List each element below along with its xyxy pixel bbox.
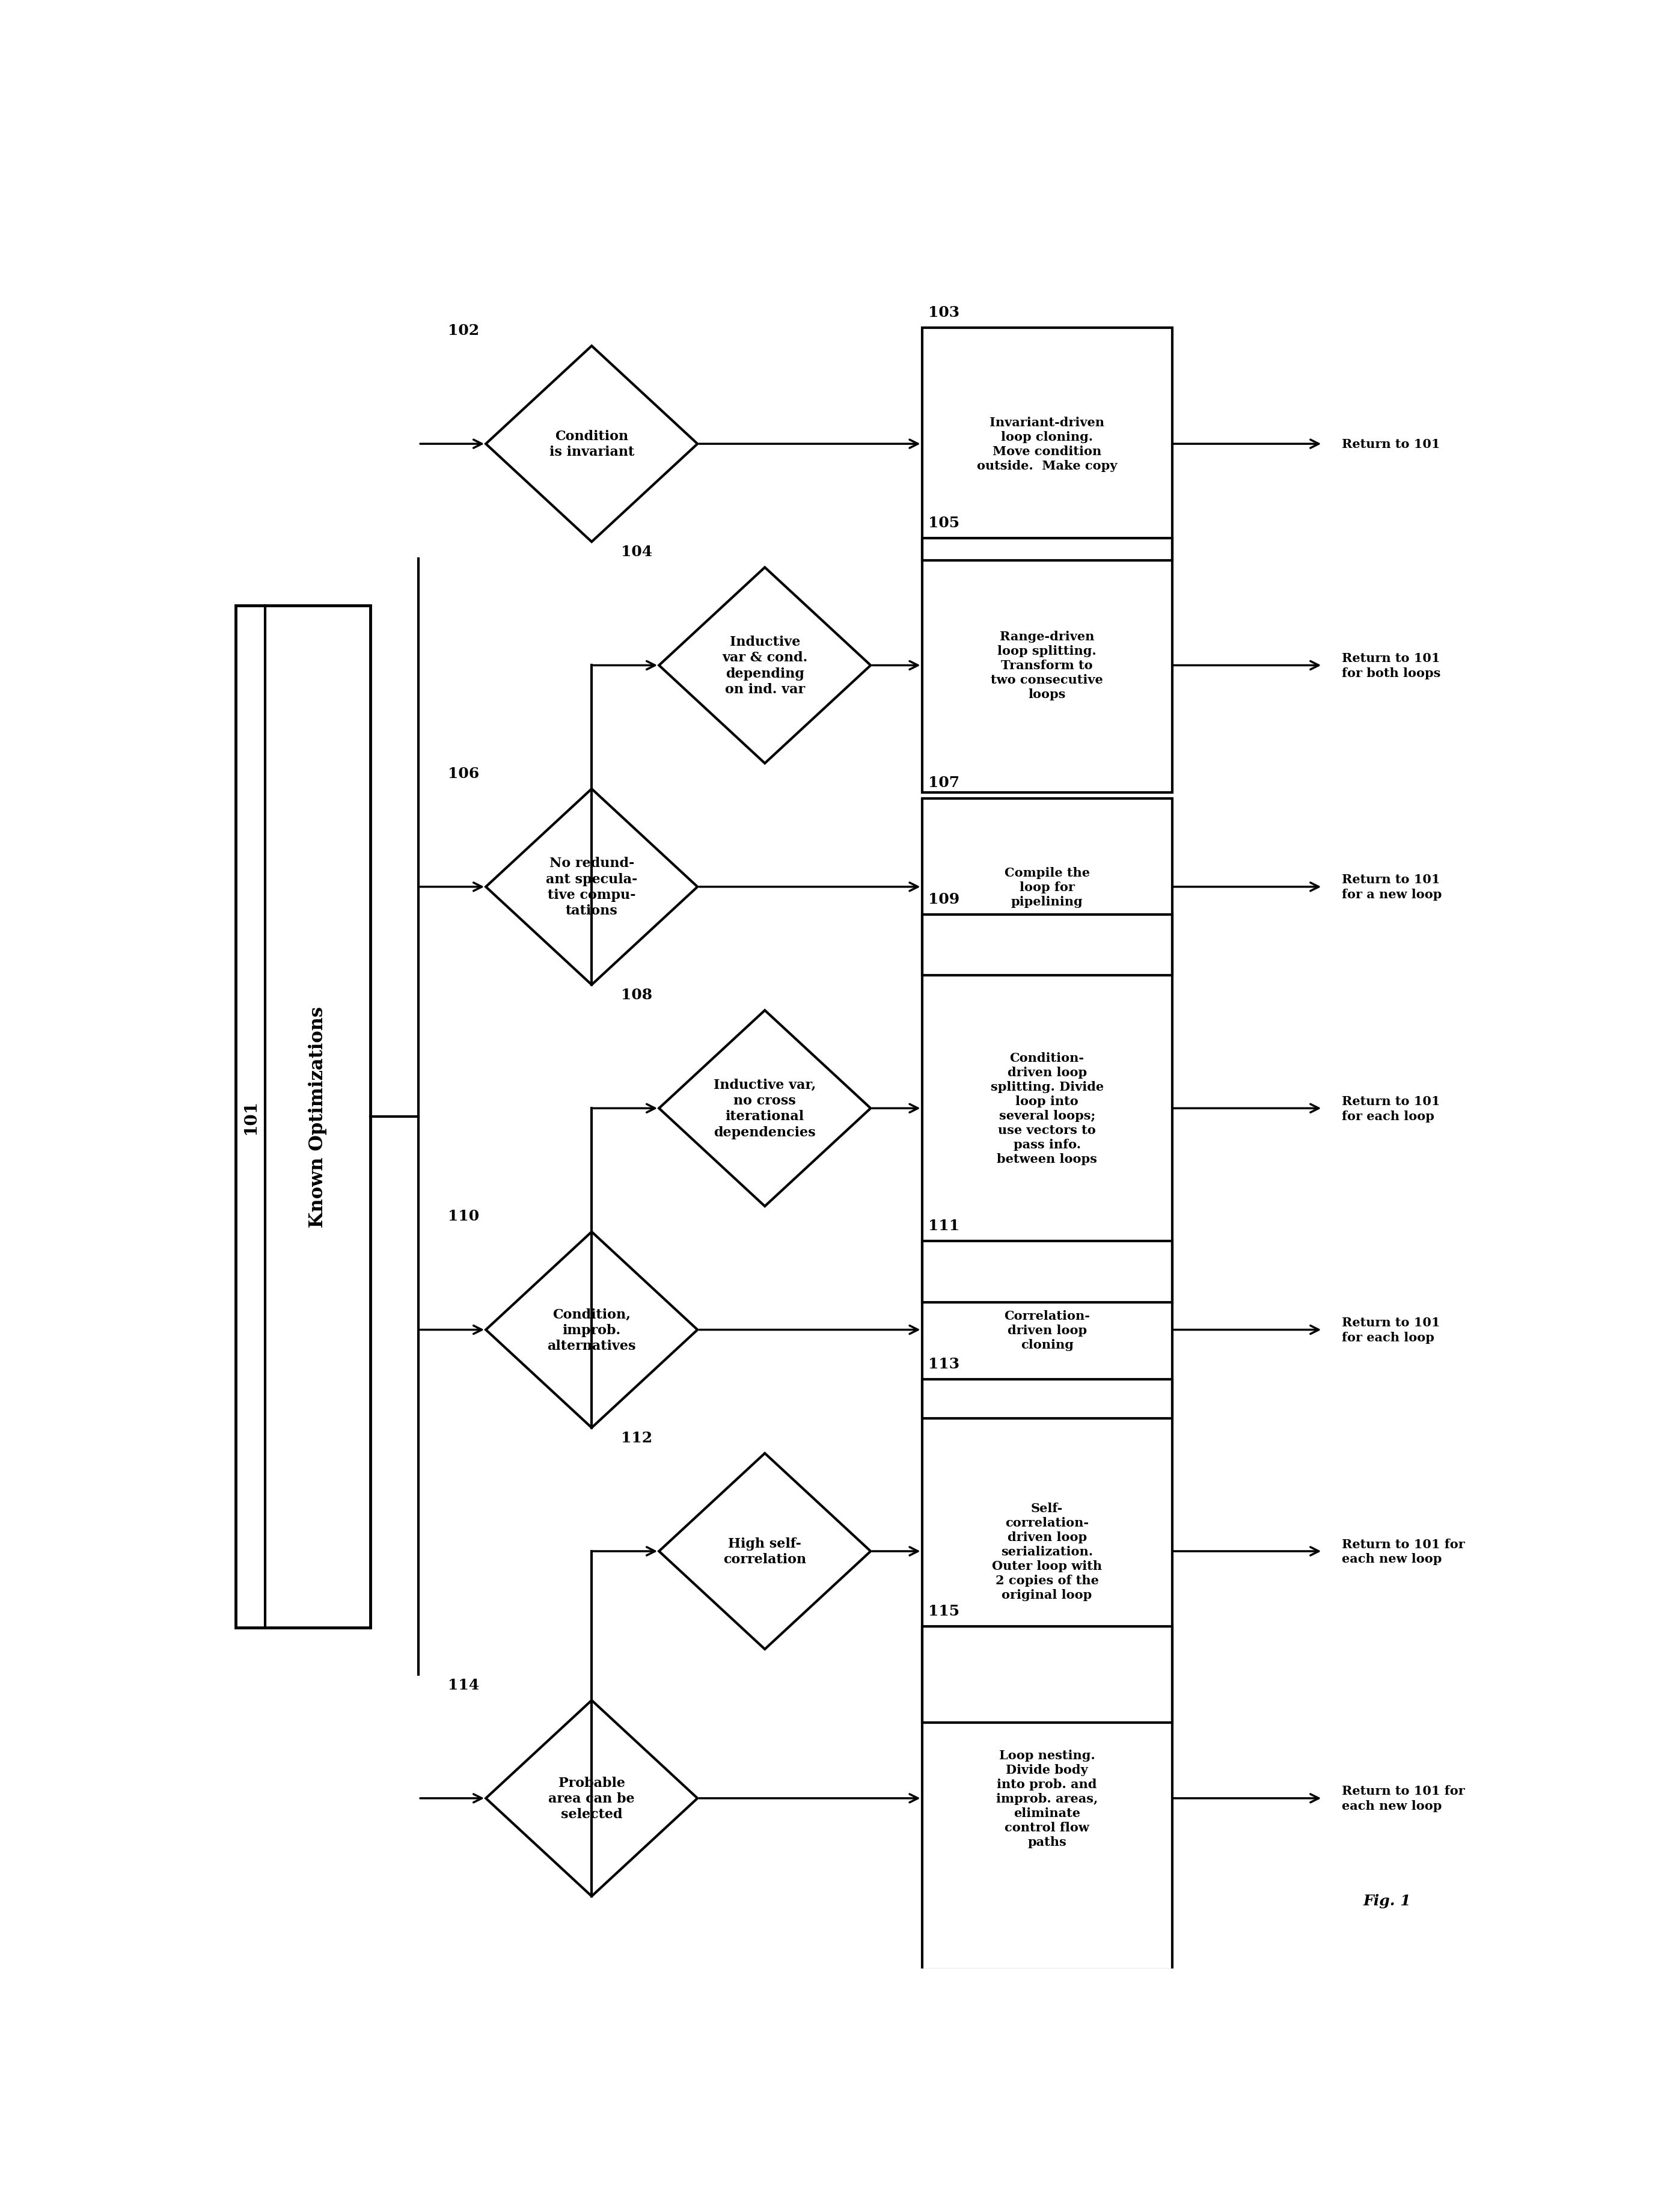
Text: Inductive
var & cond.
depending
on ind. var: Inductive var & cond. depending on ind. … xyxy=(722,635,808,697)
Text: Fig. 1: Fig. 1 xyxy=(1364,1893,1410,1907)
Text: Self-
correlation-
driven loop
serialization.
Outer loop with
2 copies of the
or: Self- correlation- driven loop serializa… xyxy=(991,1502,1102,1601)
Text: 110: 110 xyxy=(449,1210,480,1223)
Text: Return to 101 for
each new loop: Return to 101 for each new loop xyxy=(1342,1785,1465,1812)
Bar xyxy=(922,1626,1172,1971)
Text: 102: 102 xyxy=(449,323,480,338)
Text: 108: 108 xyxy=(621,989,652,1002)
Text: 107: 107 xyxy=(928,776,960,790)
Text: Return to 101
for a new loop: Return to 101 for a new loop xyxy=(1342,874,1442,900)
Text: 105: 105 xyxy=(928,515,960,531)
Text: 101: 101 xyxy=(242,1099,258,1135)
Bar xyxy=(922,1380,1172,1723)
Bar xyxy=(922,538,1172,794)
Text: Known Optimizations: Known Optimizations xyxy=(308,1006,328,1228)
Text: Return to 101
for each loop: Return to 101 for each loop xyxy=(1342,1316,1440,1343)
Text: Inductive var,
no cross
iterational
dependencies: Inductive var, no cross iterational depe… xyxy=(713,1077,816,1139)
Text: No redund-
ant specula-
tive compu-
tations: No redund- ant specula- tive compu- tati… xyxy=(546,856,637,918)
Text: Invariant-driven
loop cloning.
Move condition
outside.  Make copy: Invariant-driven loop cloning. Move cond… xyxy=(976,416,1117,471)
Text: Compile the
loop for
pipelining: Compile the loop for pipelining xyxy=(1005,867,1089,907)
Text: 109: 109 xyxy=(928,891,960,907)
Text: 112: 112 xyxy=(621,1431,652,1444)
Text: 114: 114 xyxy=(449,1677,480,1692)
Text: Condition
is invariant: Condition is invariant xyxy=(549,429,634,458)
Text: Correlation-
driven loop
cloning: Correlation- driven loop cloning xyxy=(1005,1310,1091,1349)
Text: Condition-
driven loop
splitting. Divide
loop into
several loops;
use vectors to: Condition- driven loop splitting. Divide… xyxy=(990,1053,1104,1166)
Bar xyxy=(922,327,1172,560)
Text: Return to 101
for each loop: Return to 101 for each loop xyxy=(1342,1095,1440,1121)
Bar xyxy=(922,916,1172,1303)
Text: Loop nesting.
Divide body
into prob. and
improb. areas,
eliminate
control flow
p: Loop nesting. Divide body into prob. and… xyxy=(996,1750,1097,1847)
Bar xyxy=(922,799,1172,975)
Text: Return to 101 for
each new loop: Return to 101 for each new loop xyxy=(1342,1537,1465,1564)
Bar xyxy=(922,1241,1172,1418)
Text: 104: 104 xyxy=(621,544,652,560)
Text: 111: 111 xyxy=(928,1219,960,1232)
Text: Return to 101: Return to 101 xyxy=(1342,438,1440,451)
Bar xyxy=(235,606,371,1628)
Text: Return to 101
for both loops: Return to 101 for both loops xyxy=(1342,653,1442,679)
Text: 103: 103 xyxy=(928,305,960,319)
Text: 115: 115 xyxy=(928,1604,960,1619)
Text: 106: 106 xyxy=(449,765,480,781)
Text: Condition,
improb.
alternatives: Condition, improb. alternatives xyxy=(548,1307,636,1352)
Text: High self-
correlation: High self- correlation xyxy=(723,1537,806,1566)
Text: Probable
area can be
selected: Probable area can be selected xyxy=(548,1776,636,1820)
Text: 113: 113 xyxy=(928,1356,960,1371)
Text: Range-driven
loop splitting.
Transform to
two consecutive
loops: Range-driven loop splitting. Transform t… xyxy=(991,630,1104,701)
